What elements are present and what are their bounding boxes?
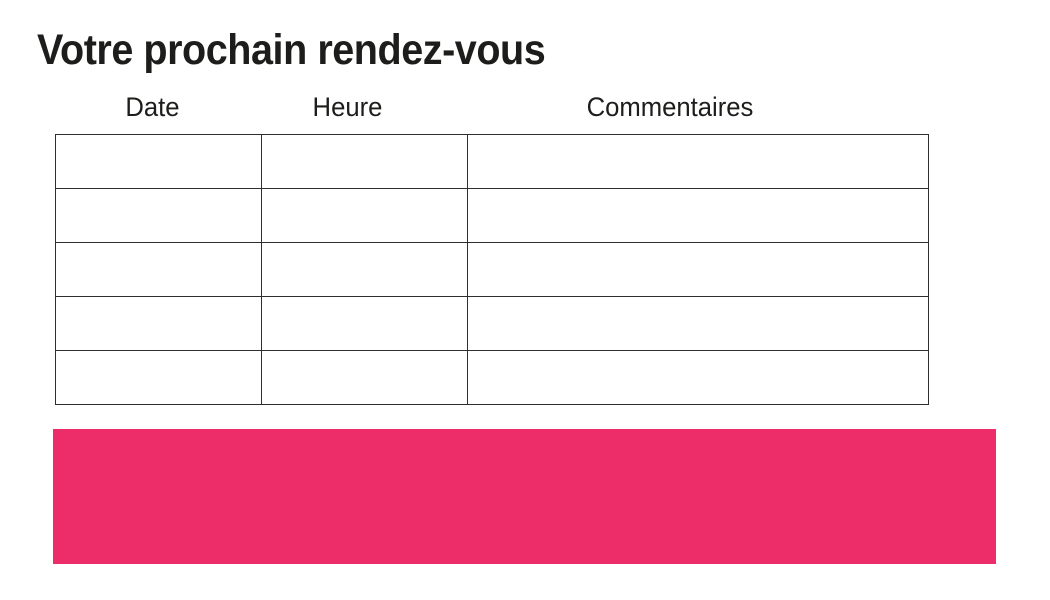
cell-commentaires [467,134,929,189]
column-header-heure: Heure [312,92,383,122]
cell-heure [261,350,468,405]
table-row [55,188,929,243]
cell-commentaires [467,188,929,243]
column-header-date: Date [125,92,180,122]
cell-heure [261,242,468,297]
cell-heure [261,188,468,243]
pink-banner [53,429,996,564]
page-title: Votre prochain rendez-vous [37,26,546,74]
cell-heure [261,296,468,351]
cell-commentaires [467,296,929,351]
cell-date [55,242,262,297]
table-row [55,296,929,351]
cell-date [55,350,262,405]
cell-date [55,134,262,189]
cell-commentaires [467,242,929,297]
table-row [55,350,929,405]
appointment-table [55,134,929,405]
table-row [55,242,929,297]
table-row [55,134,929,189]
cell-date [55,296,262,351]
column-header-commentaires: Commentaires [586,92,754,122]
cell-commentaires [467,350,929,405]
cell-date [55,188,262,243]
table-column-headers: Date Heure Commentaires [55,92,895,122]
cell-heure [261,134,468,189]
